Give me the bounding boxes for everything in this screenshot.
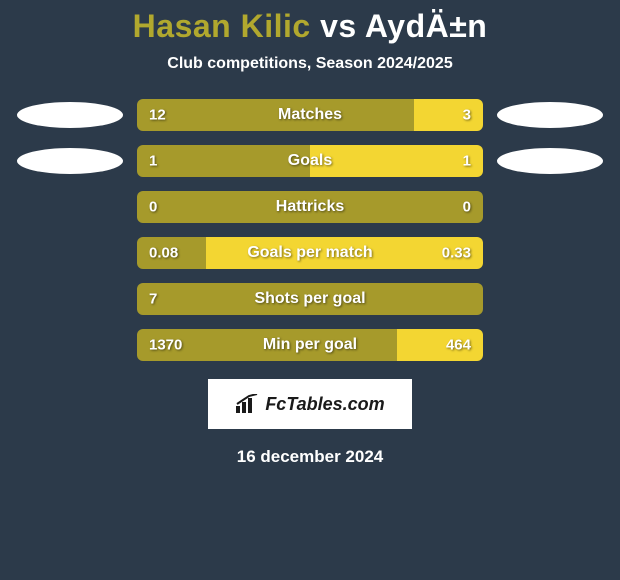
player2-badge [497, 102, 603, 128]
stat-label: Hattricks [276, 198, 344, 216]
stat-label: Shots per goal [254, 290, 365, 308]
chart-icon [235, 394, 259, 414]
page-title: Hasan Kilic vs AydÄ±n [0, 8, 620, 45]
stat-rows: 12 3 Matches 1 1 Goals 0 0 Hattricks 0.08 0.33 Goal… [0, 99, 620, 361]
stat-label: Goals [288, 152, 332, 170]
stat-value-left: 0 [149, 199, 157, 216]
stat-value-right: 0.33 [442, 245, 471, 262]
stat-value-left: 7 [149, 291, 157, 308]
stat-bar: 0 0 Hattricks [137, 191, 483, 223]
stat-value-right: 464 [446, 337, 471, 354]
vs-label: vs [320, 8, 357, 44]
player2-name: AydÄ±n [365, 8, 487, 44]
stat-row: 0 0 Hattricks [0, 191, 620, 223]
spacer [497, 332, 603, 358]
spacer [497, 240, 603, 266]
stat-value-left: 1 [149, 153, 157, 170]
spacer [497, 194, 603, 220]
stat-bar: 12 3 Matches [137, 99, 483, 131]
bar-segment-left [137, 145, 310, 177]
stat-row: 7 Shots per goal [0, 283, 620, 315]
bar-segment-left [137, 99, 414, 131]
player2-badge [497, 148, 603, 174]
stat-value-left: 12 [149, 107, 166, 124]
brand-text: FcTables.com [265, 394, 384, 415]
stat-row: 12 3 Matches [0, 99, 620, 131]
stat-value-right: 0 [463, 199, 471, 216]
stat-bar: 1 1 Goals [137, 145, 483, 177]
player1-name: Hasan Kilic [133, 8, 311, 44]
stat-label: Min per goal [263, 336, 357, 354]
bar-segment-right [310, 145, 483, 177]
subtitle: Club competitions, Season 2024/2025 [0, 55, 620, 73]
stat-bar: 1370 464 Min per goal [137, 329, 483, 361]
spacer [17, 194, 123, 220]
spacer [17, 240, 123, 266]
stat-value-left: 1370 [149, 337, 182, 354]
stat-value-right: 1 [463, 153, 471, 170]
stat-value-left: 0.08 [149, 245, 178, 262]
player1-badge [17, 102, 123, 128]
brand-badge: FcTables.com [208, 379, 412, 429]
spacer [497, 286, 603, 312]
bar-segment-right [414, 99, 483, 131]
stat-row: 1370 464 Min per goal [0, 329, 620, 361]
stat-row: 0.08 0.33 Goals per match [0, 237, 620, 269]
date-label: 16 december 2024 [0, 447, 620, 467]
player1-badge [17, 148, 123, 174]
stat-bar: 7 Shots per goal [137, 283, 483, 315]
comparison-infographic: Hasan Kilic vs AydÄ±n Club competitions,… [0, 0, 620, 467]
spacer [17, 286, 123, 312]
stat-value-right: 3 [463, 107, 471, 124]
spacer [17, 332, 123, 358]
stat-row: 1 1 Goals [0, 145, 620, 177]
stat-label: Goals per match [247, 244, 372, 262]
stat-label: Matches [278, 106, 342, 124]
stat-bar: 0.08 0.33 Goals per match [137, 237, 483, 269]
